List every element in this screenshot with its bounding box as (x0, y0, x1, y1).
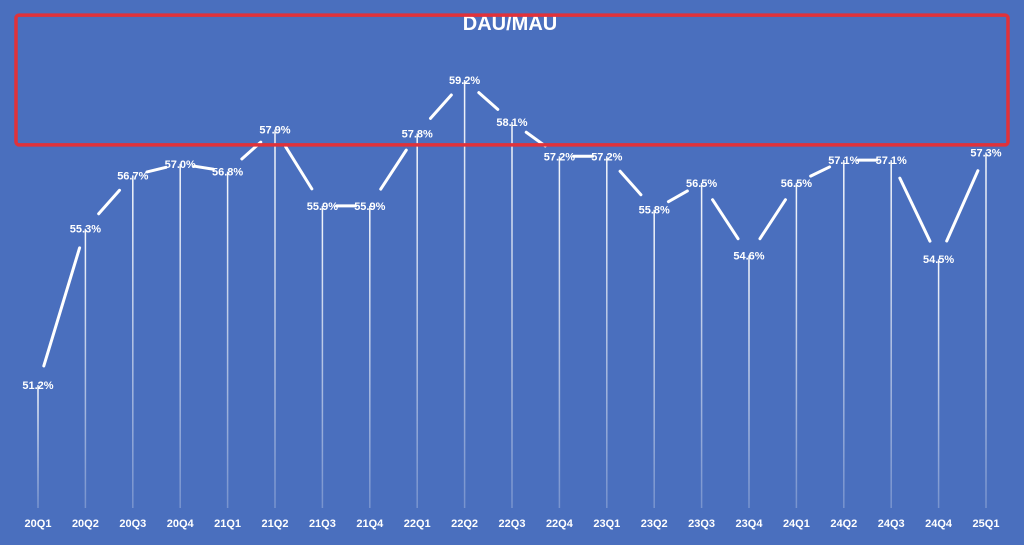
series-segment (42, 246, 82, 368)
x-tick-22q3: 22Q3 (499, 518, 526, 530)
x-tick-22q2: 22Q2 (451, 518, 478, 530)
x-tick-20q3: 20Q3 (119, 518, 146, 530)
x-tick-21q2: 21Q2 (262, 518, 289, 530)
x-tick-24q4: 24Q4 (925, 518, 953, 530)
data-label-22q4: 57.2% (544, 151, 575, 163)
data-label-20q2: 55.3% (70, 224, 101, 236)
drop-line-21q4 (369, 205, 371, 508)
series-segment (428, 93, 453, 120)
data-label-21q4: 55.9% (354, 201, 385, 213)
drop-line-23q3 (700, 182, 703, 508)
data-label-21q3: 55.9% (307, 201, 338, 213)
drop-line-20q3 (132, 175, 134, 508)
x-tick-24q1: 24Q1 (783, 518, 810, 530)
series-segment (97, 188, 122, 216)
drop-line-22q2 (463, 80, 466, 508)
x-tick-23q1: 23Q1 (593, 518, 620, 530)
drop-line-23q1 (606, 156, 608, 508)
drop-line-25q1 (985, 152, 987, 508)
x-tick-23q4: 23Q4 (736, 518, 764, 530)
data-label-21q2: 57.9% (259, 125, 290, 137)
data-label-24q1: 56.5% (781, 178, 812, 190)
drop-line-24q2 (843, 160, 845, 508)
data-label-21q1: 56.8% (212, 167, 243, 179)
data-label-24q4: 54.5% (923, 254, 954, 266)
series-segment (284, 145, 314, 191)
data-label-23q1: 57.2% (591, 151, 622, 163)
series-segment (898, 176, 932, 243)
x-tick-21q3: 21Q3 (309, 518, 336, 530)
series-segment (379, 148, 408, 191)
series-segment (711, 198, 740, 241)
highlight-box (14, 13, 1010, 147)
x-tick-20q1: 20Q1 (25, 518, 52, 530)
data-label-24q2: 57.1% (828, 155, 859, 167)
x-tick-22q4: 22Q4 (546, 518, 574, 530)
data-label-24q3: 57.1% (876, 155, 907, 167)
drop-line-24q3 (890, 160, 892, 508)
drop-line-23q2 (653, 209, 655, 508)
x-tick-23q2: 23Q2 (641, 518, 668, 530)
data-label-22q2: 59.2% (449, 75, 480, 87)
data-label-20q1: 51.2% (22, 380, 53, 392)
data-label-22q1: 57.8% (402, 128, 433, 140)
x-tick-20q4: 20Q4 (167, 518, 195, 530)
drop-line-20q4 (179, 163, 181, 508)
series-segment (945, 169, 980, 243)
chart-title: DAU/MAU (463, 13, 557, 35)
x-tick-23q3: 23Q3 (688, 518, 715, 530)
data-label-23q3: 56.5% (686, 178, 717, 190)
data-label-23q4: 54.6% (733, 250, 764, 262)
data-label-20q3: 56.7% (117, 170, 148, 182)
x-tick-24q3: 24Q3 (878, 518, 905, 530)
drop-line-21q3 (321, 205, 324, 508)
series-segment (758, 198, 787, 241)
data-label-23q2: 55.8% (639, 205, 670, 217)
series-segment (477, 91, 500, 111)
series-segment (192, 164, 215, 171)
data-label-22q3: 58.1% (496, 117, 527, 129)
data-label-20q4: 57.0% (165, 159, 196, 171)
x-tick-21q1: 21Q1 (214, 518, 241, 530)
drop-line-22q1 (416, 133, 418, 508)
drop-line-22q4 (558, 156, 561, 508)
x-tick-20q2: 20Q2 (72, 518, 99, 530)
drop-line-22q3 (511, 121, 513, 508)
x-tick-22q1: 22Q1 (404, 518, 431, 530)
series-segment (809, 165, 832, 178)
series-segment (145, 165, 168, 174)
x-tick-25q1: 25Q1 (973, 518, 1000, 530)
series-segment (666, 189, 689, 204)
drop-line-24q4 (937, 259, 940, 508)
series-segment (618, 169, 643, 197)
data-label-25q1: 57.3% (970, 147, 1001, 159)
drop-line-24q1 (795, 182, 798, 508)
x-tick-21q4: 21Q4 (356, 518, 384, 530)
drop-line-21q1 (226, 171, 229, 508)
drop-line-20q1 (37, 385, 39, 508)
drop-line-23q4 (748, 255, 750, 508)
drop-line-21q2 (274, 129, 276, 508)
drop-line-20q2 (84, 228, 87, 509)
x-tick-24q2: 24Q2 (830, 518, 857, 530)
